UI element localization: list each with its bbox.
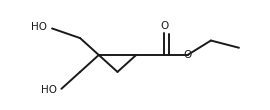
Text: O: O bbox=[160, 21, 168, 31]
Text: O: O bbox=[183, 50, 192, 60]
Text: HO: HO bbox=[41, 85, 57, 95]
Text: HO: HO bbox=[31, 22, 48, 32]
